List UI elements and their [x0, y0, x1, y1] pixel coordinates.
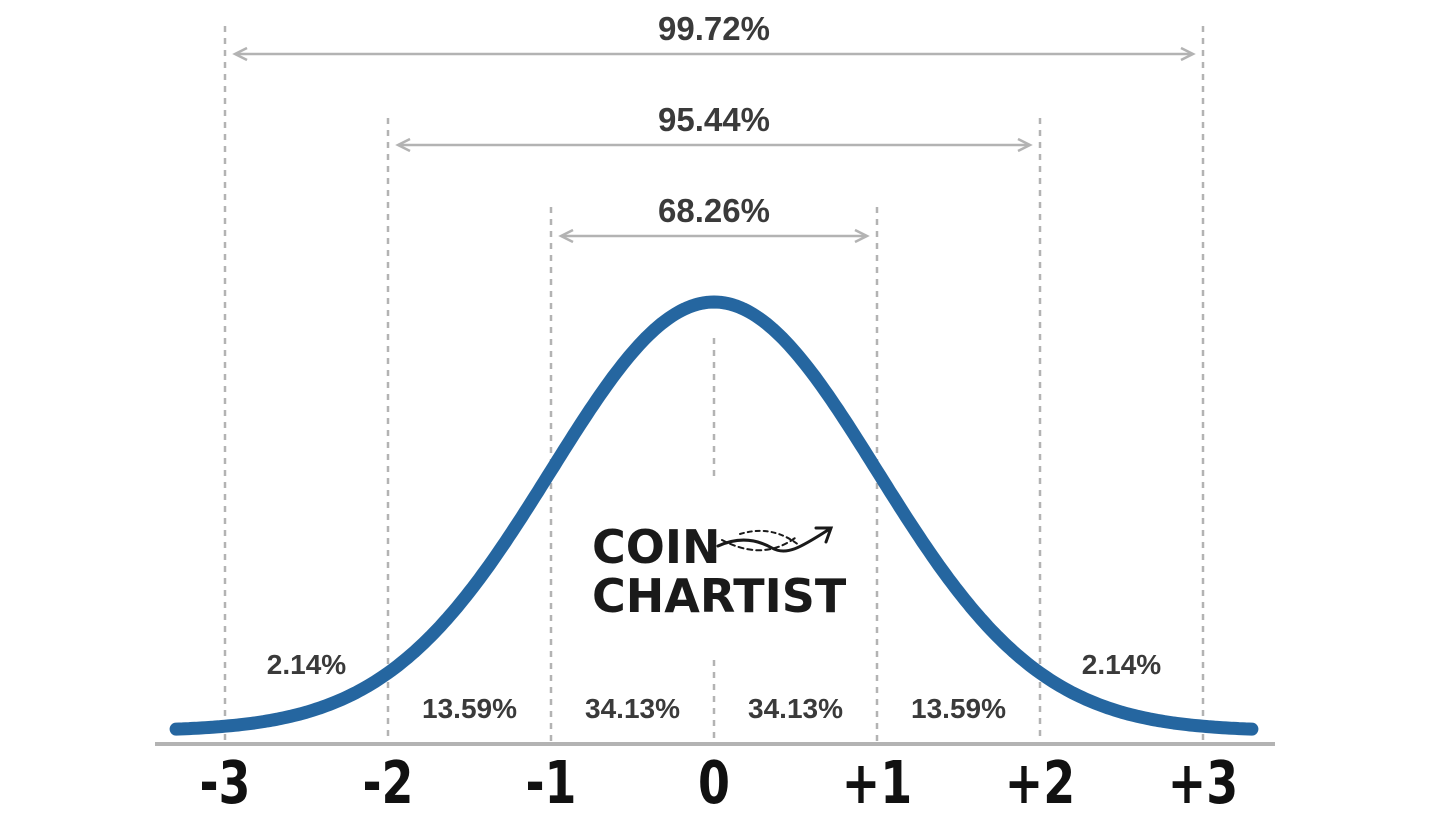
range-label: 68.26%	[658, 192, 770, 229]
range-label: 95.44%	[658, 101, 770, 138]
x-tick-labels: -3 -2 -1 0 +1 +2 +3	[199, 749, 1238, 817]
x-tick-label: -1	[525, 749, 576, 817]
range-arrows: 99.72% 95.44% 68.26%	[232, 10, 1196, 244]
x-tick-label: 0	[698, 749, 730, 817]
logo-line-1: COIN	[592, 520, 720, 574]
region-label: 34.13%	[748, 693, 843, 724]
normal-curve	[169, 295, 1259, 736]
region-label: 13.59%	[422, 693, 517, 724]
range-arrow: 95.44%	[395, 101, 1033, 153]
x-tick-label: +3	[1168, 749, 1238, 817]
x-tick-label: -2	[362, 749, 413, 817]
coin-chartist-logo: COIN CHARTIST	[592, 520, 847, 623]
range-arrow: 68.26%	[558, 192, 870, 244]
range-label: 99.72%	[658, 10, 770, 47]
region-label: 2.14%	[267, 649, 346, 680]
x-tick-label: -3	[199, 749, 250, 817]
x-tick-label: +1	[842, 749, 912, 817]
region-label: 2.14%	[1082, 649, 1161, 680]
region-label: 34.13%	[585, 693, 680, 724]
range-arrow: 99.72%	[232, 10, 1196, 62]
logo-arrow-icon	[716, 526, 834, 553]
x-tick-label: +2	[1005, 749, 1075, 817]
region-label: 13.59%	[911, 693, 1006, 724]
region-labels: 2.14% 13.59% 34.13% 34.13% 13.59% 2.14%	[267, 649, 1161, 724]
logo-line-2: CHARTIST	[592, 569, 847, 623]
